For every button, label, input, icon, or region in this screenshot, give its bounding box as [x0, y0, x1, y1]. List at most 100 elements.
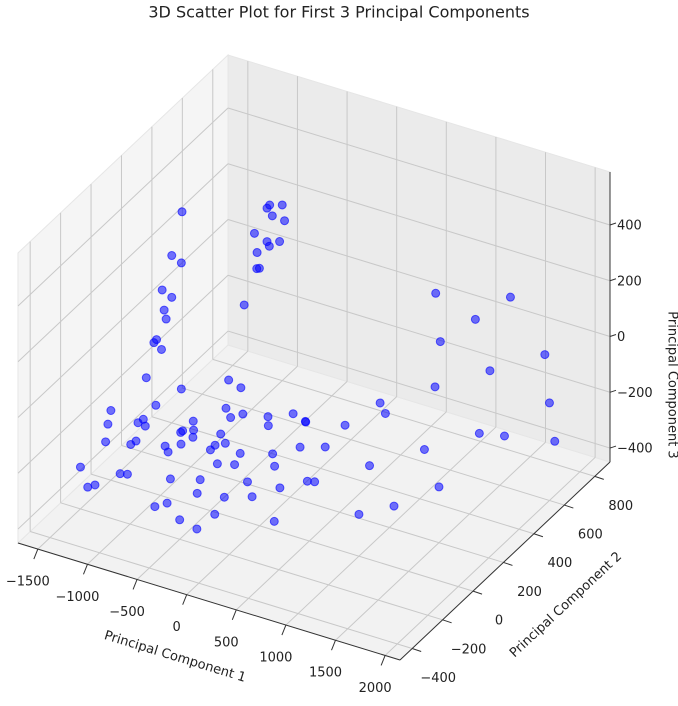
- x-tick-label: −500: [109, 605, 145, 620]
- tick-mark: [564, 504, 574, 509]
- point: [310, 477, 320, 487]
- point: [141, 373, 151, 383]
- point: [275, 237, 285, 247]
- point: [354, 509, 364, 519]
- point: [176, 427, 186, 437]
- point: [75, 462, 85, 472]
- grid-line: [227, 163, 611, 282]
- point: [238, 409, 248, 419]
- point: [430, 382, 440, 392]
- point: [221, 403, 231, 413]
- point: [212, 459, 222, 469]
- point: [210, 509, 220, 519]
- grid-line: [151, 416, 535, 535]
- point: [550, 436, 560, 446]
- x-tick-label: −1000: [55, 590, 99, 605]
- y-tick-label: −400: [420, 671, 456, 686]
- point: [505, 292, 515, 302]
- grid-line: [285, 426, 497, 626]
- tick-mark: [609, 278, 617, 282]
- grid-line: [235, 411, 447, 611]
- point: [157, 344, 167, 354]
- point: [435, 337, 445, 347]
- point: [90, 480, 100, 490]
- grid-line: [90, 473, 474, 592]
- point: [470, 314, 480, 324]
- y-tick-label: 0: [495, 614, 503, 629]
- point: [249, 228, 259, 238]
- grid-line: [335, 441, 546, 641]
- point: [263, 421, 273, 431]
- x-tick-label: 1000: [259, 651, 292, 666]
- x-tick-label: 0: [173, 620, 181, 635]
- point: [485, 366, 495, 376]
- grid-line: [121, 444, 504, 563]
- z-axis-label: Principal Component 3: [665, 311, 678, 458]
- grid-line: [60, 502, 443, 621]
- tick-mark: [132, 579, 138, 590]
- tick-mark: [182, 594, 188, 605]
- point: [176, 384, 186, 394]
- point: [122, 469, 132, 479]
- point: [280, 216, 290, 226]
- y-tick-label: 600: [578, 528, 603, 543]
- grid-line: [30, 531, 413, 649]
- y-tick-label: 400: [547, 556, 572, 571]
- point: [115, 469, 125, 479]
- point: [101, 437, 111, 447]
- point: [474, 428, 484, 438]
- point: [242, 477, 252, 487]
- point: [254, 263, 264, 273]
- tick-mark: [82, 564, 88, 575]
- chart-title: 3D Scatter Plot for First 3 Principal Co…: [148, 3, 529, 22]
- point: [235, 448, 245, 458]
- points: [75, 200, 560, 534]
- point: [210, 440, 220, 450]
- z-tick-label: −400: [617, 442, 653, 457]
- grid-line: [186, 396, 398, 596]
- grid-line: [37, 350, 249, 550]
- point: [192, 524, 202, 534]
- tick-mark: [33, 548, 39, 560]
- point: [236, 383, 246, 393]
- point: [161, 314, 171, 324]
- grid-line: [17, 330, 229, 530]
- grid-line: [17, 274, 229, 474]
- point: [219, 492, 229, 502]
- point: [230, 460, 240, 470]
- point: [540, 350, 550, 360]
- x-tick-label: 1500: [309, 666, 342, 681]
- point: [192, 488, 202, 498]
- point: [264, 241, 274, 251]
- z-tick-label: 200: [617, 274, 642, 289]
- point: [138, 414, 148, 424]
- tick-mark: [331, 640, 336, 651]
- point: [157, 285, 167, 295]
- y-tick-label: 200: [517, 585, 542, 600]
- grid-line: [227, 107, 611, 226]
- tick-mark: [442, 619, 452, 624]
- tick-mark: [412, 648, 422, 652]
- point: [239, 300, 249, 310]
- x-tick-label: −1500: [6, 575, 50, 590]
- tick-mark: [609, 222, 617, 226]
- point: [434, 482, 444, 492]
- point: [268, 449, 278, 459]
- y-tick-label: −200: [451, 642, 487, 657]
- point: [499, 431, 509, 441]
- point: [151, 400, 161, 410]
- point: [176, 258, 186, 268]
- point: [167, 292, 177, 302]
- point: [380, 408, 390, 418]
- point: [389, 501, 399, 511]
- point: [263, 412, 273, 422]
- grid-line: [227, 330, 611, 449]
- point: [544, 398, 554, 408]
- point: [159, 305, 169, 315]
- axis-line: [17, 542, 401, 661]
- tick-mark: [503, 561, 513, 566]
- point: [220, 438, 230, 448]
- tick-mark: [472, 590, 483, 595]
- point: [160, 441, 170, 451]
